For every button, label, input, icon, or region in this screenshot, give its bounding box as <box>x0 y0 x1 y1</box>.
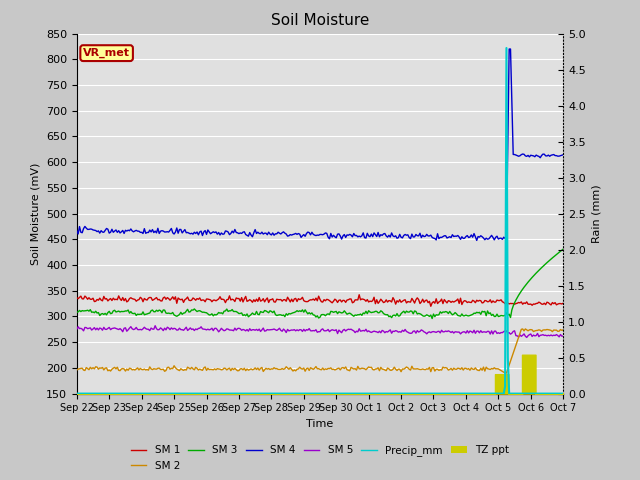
Title: Soil Moisture: Soil Moisture <box>271 13 369 28</box>
X-axis label: Time: Time <box>307 419 333 429</box>
Y-axis label: Rain (mm): Rain (mm) <box>591 184 602 243</box>
Y-axis label: Soil Moisture (mV): Soil Moisture (mV) <box>30 162 40 265</box>
Legend: SM 1, SM 2, SM 3, SM 4, SM 5, Precip_mm, TZ ppt: SM 1, SM 2, SM 3, SM 4, SM 5, Precip_mm,… <box>127 441 513 475</box>
Text: VR_met: VR_met <box>83 48 130 58</box>
